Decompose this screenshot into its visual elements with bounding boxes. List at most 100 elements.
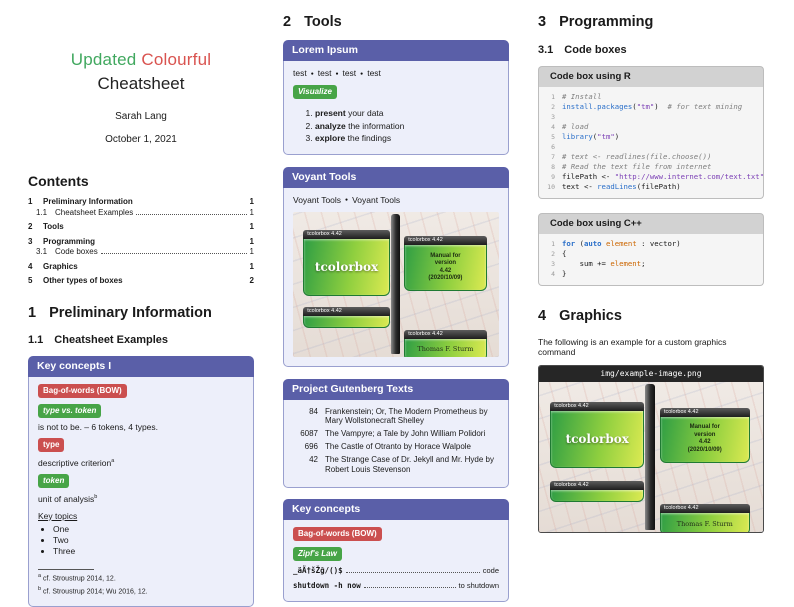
- text-id-cell: 42: [309, 455, 318, 464]
- code-line: 9 filePath <- "http://www.internet.com/te…: [543, 172, 764, 182]
- dotted-entry: _äÄ†šŽğ/()$ code: [293, 566, 499, 577]
- toc-entry[interactable]: 2 Tools 1: [28, 222, 254, 233]
- toc-entry-label: Cheatsheet Examples: [55, 207, 134, 217]
- toc-entry-number: 2: [28, 222, 33, 231]
- manual-text: Manual for version 4.42 (2020/10/09): [659, 416, 750, 463]
- step-item: explore the findings: [315, 132, 499, 145]
- badge-row: token: [38, 474, 244, 489]
- column-1: Updated Colourful Cheatsheet Sarah Lang …: [28, 14, 254, 607]
- section-title: Preliminary Information: [49, 304, 212, 321]
- title-word-colourful: Colourful: [141, 50, 212, 69]
- line-number: 7: [551, 153, 555, 161]
- toc-entry-page: 2: [249, 276, 254, 285]
- topic-item: Three: [53, 546, 244, 557]
- code-text: {: [562, 249, 567, 258]
- toc-entry[interactable]: 3.1 Code boxes 1: [28, 247, 254, 258]
- table-row: 84 Frankenstein; Or, The Modern Prometheu…: [293, 407, 499, 426]
- code-text: }: [562, 269, 567, 278]
- bow-badge: Bag-of-words (BOW): [38, 383, 127, 398]
- poster-author-text: Thomas F. Sturm: [404, 339, 487, 357]
- toc-entry-number: 3: [28, 236, 33, 246]
- code-line: 3 sum += element;: [543, 259, 755, 269]
- code-text: # text <- readlines(file.choose()): [562, 152, 712, 161]
- badge-row: type vs. token: [38, 403, 244, 418]
- footnote: a cf. Stroustrup 2014, 12.: [38, 573, 116, 583]
- tcolorbox-poster: tcolorbox 4.42 tcolorbox tcolorbox 4.42 …: [293, 211, 499, 357]
- test-label: test: [317, 68, 332, 78]
- dotted-entry-desc: code: [482, 565, 499, 575]
- voyant-tools-link[interactable]: Voyant Tools: [293, 194, 342, 205]
- toc-entry[interactable]: 1 Preliminary Information 1: [28, 197, 254, 208]
- line-number: 2: [551, 250, 555, 258]
- box-header: Project Gutenberg Texts: [283, 378, 509, 400]
- code-line: 4}: [543, 269, 755, 279]
- dotted-entry-desc: to shutdown: [458, 581, 499, 590]
- type-token-text: is not to be. – 6 tokens, 4 types.: [38, 421, 159, 432]
- tcolorbox-logo-text: tcolorbox: [550, 410, 645, 468]
- subsection-heading-cheatsheet-examples: 1.1 Cheatsheet Examples: [28, 334, 254, 346]
- code-line: 2 install.packages("tm") # for text minin…: [543, 102, 755, 112]
- toc-entry-page: 1: [249, 222, 254, 231]
- footnote-rule: [38, 569, 94, 571]
- box-header: Key concepts I: [28, 355, 254, 377]
- key-concepts-1-box: Key concepts I Bag-of-words (BOW) type v…: [28, 355, 254, 607]
- table-row: 42 The Strange Case of Dr. Jekyll and Mr.…: [293, 455, 499, 474]
- toc-leader: [136, 213, 247, 215]
- toc-entry[interactable]: 5 Other types of boxes 2: [28, 276, 254, 287]
- author-sign: tcolorbox 4.42 Thomas F. Sturm: [404, 330, 487, 357]
- dotted-leader: [363, 587, 456, 588]
- sign-tab: tcolorbox 4.42: [303, 230, 390, 240]
- subsection-number: 1.1: [28, 333, 44, 346]
- test-row: test ● test ● test ● test: [293, 68, 499, 79]
- key-concepts-2-box: Key concepts Bag-of-words (BOW) Zipf's L…: [283, 498, 509, 602]
- sign-tab: tcolorbox 4.42: [659, 504, 750, 513]
- code-text: # Read the text file from internet: [562, 162, 712, 171]
- toc-list: 1 Preliminary Information 1 1.1 Cheatsheet E…: [28, 197, 254, 287]
- code-text: install.packages("tm") # for text mining: [562, 102, 743, 111]
- line-number: 1: [551, 240, 555, 248]
- document-date: October 1, 2021: [105, 134, 177, 145]
- steps-list: present your dataanalyze the information…: [315, 107, 499, 145]
- text-title-cell: The Castle of Otranto by Horace Walpole: [325, 442, 471, 451]
- title-block: Updated Colourful Cheatsheet Sarah Lang …: [28, 50, 254, 145]
- badge-row: type: [38, 438, 244, 452]
- tcolorbox-logo-text: tcolorbox: [303, 239, 390, 297]
- signpost-pole: [645, 384, 656, 530]
- line-number: 4: [551, 123, 555, 131]
- code-line: 4 # load: [543, 122, 755, 132]
- section-number: 1: [28, 304, 37, 321]
- code-text: text <- readLines(filePath): [562, 182, 681, 191]
- gutenberg-table: 84 Frankenstein; Or, The Modern Prometheu…: [293, 407, 499, 475]
- author-sign: tcolorbox 4.42 Thomas F. Sturm: [659, 504, 750, 532]
- token-badge: token: [38, 474, 70, 489]
- toc-entry[interactable]: 3 Programming 1: [28, 237, 254, 248]
- text-id-cell: 696: [304, 442, 318, 451]
- badge-row: Bag-of-words (BOW): [38, 383, 244, 398]
- contents-heading: Contents: [28, 173, 89, 189]
- code-line: 8 # Read the text file from internet: [543, 162, 755, 172]
- footnote-marker: b: [38, 586, 42, 593]
- toc-entry[interactable]: 1.1 Cheatsheet Examples 1: [28, 208, 254, 219]
- column-2: 2 Tools Lorem Ipsum test ● test ● test ● test …: [283, 14, 509, 607]
- footnote-list: a cf. Stroustrup 2014, 12. b cf. Stroustr…: [38, 572, 244, 597]
- toc-entry-page: 1: [249, 207, 254, 217]
- sign-tab: tcolorbox 4.42: [404, 236, 487, 246]
- toc-entry-label: Graphics: [43, 261, 78, 271]
- step-item: analyze the information: [315, 120, 499, 133]
- bullet-separator: ●: [335, 70, 339, 77]
- code-line: 1 for (auto element : vector): [543, 239, 755, 249]
- voyant-tools-link[interactable]: Voyant Tools: [352, 194, 401, 205]
- toc-entry[interactable]: 4 Graphics 1: [28, 262, 254, 273]
- example-image-figure: img/example-image.png tcolorbox 4.42 tco…: [538, 365, 764, 533]
- line-number: 10: [547, 183, 555, 191]
- toc-entry-page: 1: [249, 261, 254, 271]
- toc-entry-number: 1: [28, 197, 33, 206]
- sign-tab: tcolorbox 4.42: [550, 401, 645, 411]
- section-heading-programming: 3 Programming: [538, 14, 764, 30]
- code-text: [562, 112, 566, 122]
- line-number: 3: [551, 260, 555, 268]
- author-name: Sarah Lang: [115, 111, 167, 122]
- document-title-line1: Updated Colourful: [28, 50, 254, 70]
- footnote-marker-a: a: [111, 458, 115, 464]
